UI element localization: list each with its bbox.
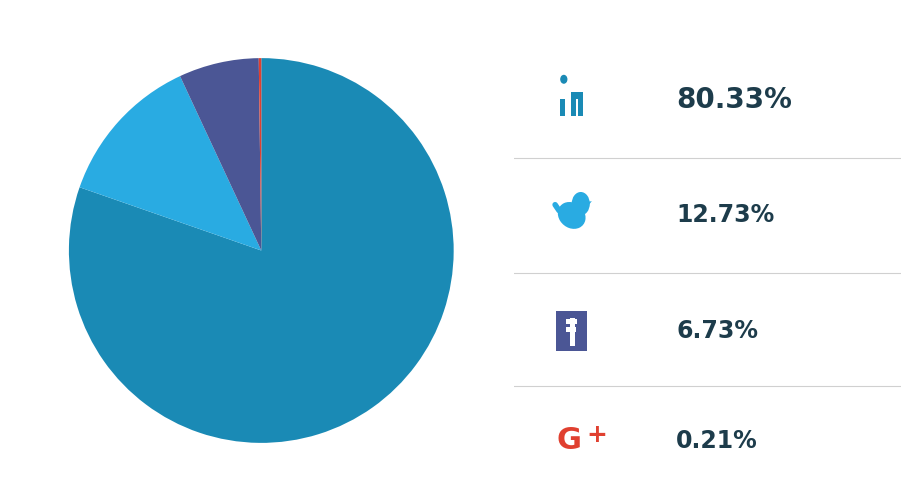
Circle shape [571, 192, 590, 215]
FancyBboxPatch shape [566, 319, 578, 324]
Text: 12.73%: 12.73% [677, 203, 775, 227]
Ellipse shape [560, 204, 580, 219]
Circle shape [561, 76, 567, 83]
FancyBboxPatch shape [578, 99, 583, 116]
Ellipse shape [558, 202, 586, 229]
FancyBboxPatch shape [566, 327, 576, 332]
Text: +: + [586, 423, 607, 447]
FancyBboxPatch shape [560, 99, 566, 116]
Wedge shape [259, 58, 261, 250]
Text: G: G [557, 426, 582, 455]
FancyBboxPatch shape [556, 311, 587, 351]
Wedge shape [79, 76, 261, 250]
Wedge shape [180, 58, 261, 250]
Wedge shape [68, 58, 454, 443]
FancyBboxPatch shape [570, 318, 575, 346]
Text: 0.21%: 0.21% [677, 429, 758, 453]
FancyBboxPatch shape [570, 99, 576, 116]
Text: 6.73%: 6.73% [677, 319, 759, 343]
Polygon shape [586, 201, 592, 206]
Text: 80.33%: 80.33% [677, 86, 792, 114]
FancyArrowPatch shape [555, 205, 559, 210]
FancyBboxPatch shape [570, 92, 583, 99]
